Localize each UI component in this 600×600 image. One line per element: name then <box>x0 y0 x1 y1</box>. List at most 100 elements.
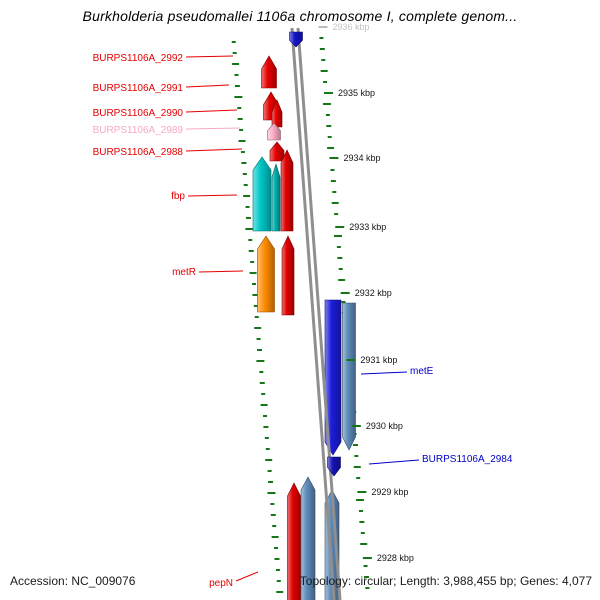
minor-tick-right <box>323 81 328 83</box>
gene-arrow-fbp[interactable] <box>252 156 272 232</box>
minor-tick-right <box>322 103 331 105</box>
major-tick <box>324 92 334 94</box>
minor-tick-left <box>234 96 243 98</box>
gene-arrow-BURPS1106A_2992[interactable] <box>261 55 277 89</box>
minor-tick-right <box>325 114 330 116</box>
minor-tick-left <box>234 74 239 76</box>
genome-axis-line-1 <box>290 27 336 600</box>
minor-tick-left <box>231 41 236 43</box>
minor-tick-left <box>232 63 240 65</box>
leader-line-fbp <box>187 194 238 197</box>
gene-arrow-unnamed[interactable] <box>280 149 294 232</box>
minor-tick-left <box>276 591 284 593</box>
leader-line-BURPS1106A_2984 <box>368 459 420 465</box>
leader-line-metE <box>360 371 408 375</box>
gene-arrow-metR[interactable] <box>257 235 275 313</box>
minor-tick-right <box>331 202 339 204</box>
minor-tick-right <box>354 455 359 457</box>
minor-tick-left <box>267 492 276 494</box>
major-tick <box>329 157 339 159</box>
gene-label-metR[interactable]: metR <box>172 267 196 278</box>
axis-tick-label: 2933 kbp <box>349 222 386 232</box>
minor-tick-left <box>264 437 269 439</box>
axis-tick-label: 2936 kbp <box>332 22 369 32</box>
minor-tick-left <box>274 547 279 549</box>
minor-tick-left <box>256 338 261 340</box>
gene-arrow-BURPS1106A_2989[interactable] <box>267 122 281 141</box>
gene-label-fbp[interactable]: fbp <box>171 191 185 202</box>
gene-arrow-unnamed[interactable] <box>289 31 303 48</box>
minor-tick-left <box>254 316 259 318</box>
minor-tick-left <box>243 195 251 197</box>
minor-tick-right <box>327 147 335 149</box>
minor-tick-right <box>359 521 365 523</box>
leader-line-BURPS1106A_2988 <box>185 148 243 152</box>
minor-tick-right <box>353 466 361 468</box>
minor-tick-left <box>245 228 254 230</box>
gene-label-metE[interactable]: metE <box>410 366 434 377</box>
gene-arrow-unnamed[interactable] <box>271 162 281 232</box>
gene-arrow-BURPS1106A_2984[interactable] <box>327 456 341 477</box>
minor-tick-left <box>249 272 257 274</box>
axis-tick-label: 2929 kbp <box>371 487 408 497</box>
minor-tick-right <box>327 136 332 138</box>
minor-tick-right <box>363 565 368 567</box>
minor-tick-left <box>240 151 245 153</box>
minor-tick-right <box>319 48 325 50</box>
minor-tick-left <box>271 536 279 538</box>
gene-arrow-unnamed[interactable] <box>300 476 316 600</box>
minor-tick-left <box>243 184 248 186</box>
axis-tick-label: 2932 kbp <box>355 288 392 298</box>
minor-tick-left <box>265 448 270 450</box>
major-tick <box>346 359 356 361</box>
minor-tick-right <box>320 70 328 72</box>
gene-label-BURPS1106A_2992[interactable]: BURPS1106A_2992 <box>93 53 184 64</box>
gene-arrow-BURPS1106A_2990[interactable] <box>271 99 283 128</box>
minor-tick-left <box>241 162 247 164</box>
minor-tick-left <box>253 305 258 307</box>
genome-axis-line-2 <box>296 27 342 600</box>
gene-arrow-pepN[interactable] <box>287 482 301 600</box>
minor-tick-right <box>333 235 342 237</box>
leader-line-metR <box>198 270 244 273</box>
status-accession: Accession: NC_009076 <box>10 574 136 588</box>
minor-tick-right <box>338 268 343 270</box>
minor-tick-right <box>360 532 365 534</box>
minor-tick-right <box>363 576 369 578</box>
minor-tick-left <box>275 569 280 571</box>
minor-tick-left <box>250 261 255 263</box>
gene-arrow-unnamed[interactable] <box>281 235 295 316</box>
minor-tick-left <box>238 140 246 142</box>
minor-tick-left <box>276 580 281 582</box>
minor-tick-left <box>237 107 242 109</box>
gene-arrow-metE[interactable] <box>324 299 342 456</box>
leader-line-pepN <box>235 571 259 582</box>
gene-label-BURPS1106A_2989[interactable]: BURPS1106A_2989 <box>93 125 184 136</box>
leader-line-BURPS1106A_2991 <box>185 84 230 88</box>
gene-label-BURPS1106A_2990[interactable]: BURPS1106A_2990 <box>93 108 184 119</box>
axis-tick-label: 2930 kbp <box>366 421 403 431</box>
minor-tick-left <box>256 349 262 351</box>
gene-arrow-unnamed[interactable] <box>342 302 356 451</box>
minor-tick-left <box>267 470 272 472</box>
minor-tick-right <box>356 499 365 501</box>
minor-tick-left <box>248 239 253 241</box>
minor-tick-left <box>239 129 244 131</box>
minor-tick-right <box>337 257 343 259</box>
minor-tick-right <box>319 37 324 39</box>
minor-tick-right <box>330 180 336 182</box>
minor-tick-right <box>358 510 363 512</box>
gene-label-pepN[interactable]: pepN <box>209 578 233 589</box>
minor-tick-left <box>254 327 262 329</box>
minor-tick-left <box>251 283 256 285</box>
gene-label-BURPS1106A_2991[interactable]: BURPS1106A_2991 <box>93 83 184 94</box>
minor-tick-left <box>232 52 237 54</box>
major-tick <box>357 491 367 493</box>
gene-label-BURPS1106A_2984[interactable]: BURPS1106A_2984 <box>422 454 513 465</box>
minor-tick-left <box>270 503 275 505</box>
gene-arrow-BURPS1106A_2988[interactable] <box>269 141 285 162</box>
gene-label-BURPS1106A_2988[interactable]: BURPS1106A_2988 <box>93 147 184 158</box>
minor-tick-left <box>263 426 269 428</box>
page-title: Burkholderia pseudomallei 1106a chromoso… <box>82 8 518 24</box>
